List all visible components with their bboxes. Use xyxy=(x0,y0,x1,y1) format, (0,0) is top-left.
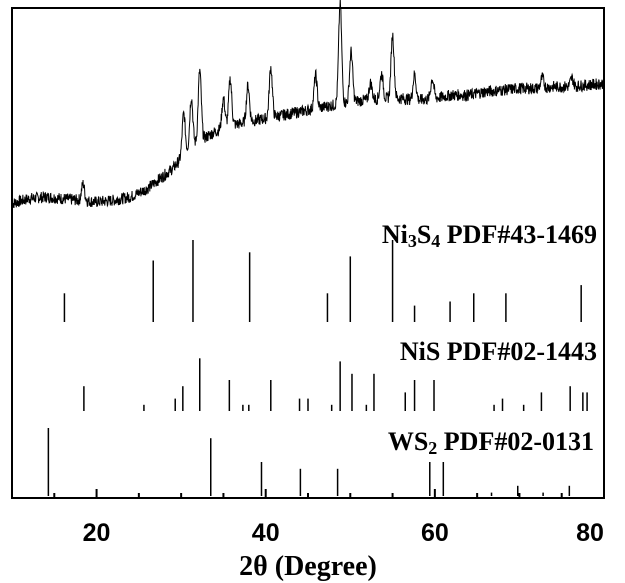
ws2-reference-label: WS2 PDF#02-0131 xyxy=(388,427,594,458)
x-tick-label: 80 xyxy=(576,519,604,547)
nis-reference-sticks xyxy=(83,358,588,411)
ni3s4-reference-label: Ni3S4 PDF#43-1469 xyxy=(382,220,597,251)
x-axis-title: 2θ (Degree) xyxy=(239,551,377,582)
x-axis-ticks: 20 40 60 80 xyxy=(11,489,605,547)
x-tick-label: 20 xyxy=(83,519,111,547)
ws2-reference-sticks xyxy=(47,428,571,496)
x-tick-label: 40 xyxy=(252,519,280,547)
xrd-pattern-line xyxy=(11,0,605,209)
ni3s4-reference-sticks xyxy=(63,240,582,322)
x-tick-label: 60 xyxy=(421,519,449,547)
plot-frame xyxy=(11,7,605,499)
nis-reference-label: NiS PDF#02-1443 xyxy=(400,337,597,366)
